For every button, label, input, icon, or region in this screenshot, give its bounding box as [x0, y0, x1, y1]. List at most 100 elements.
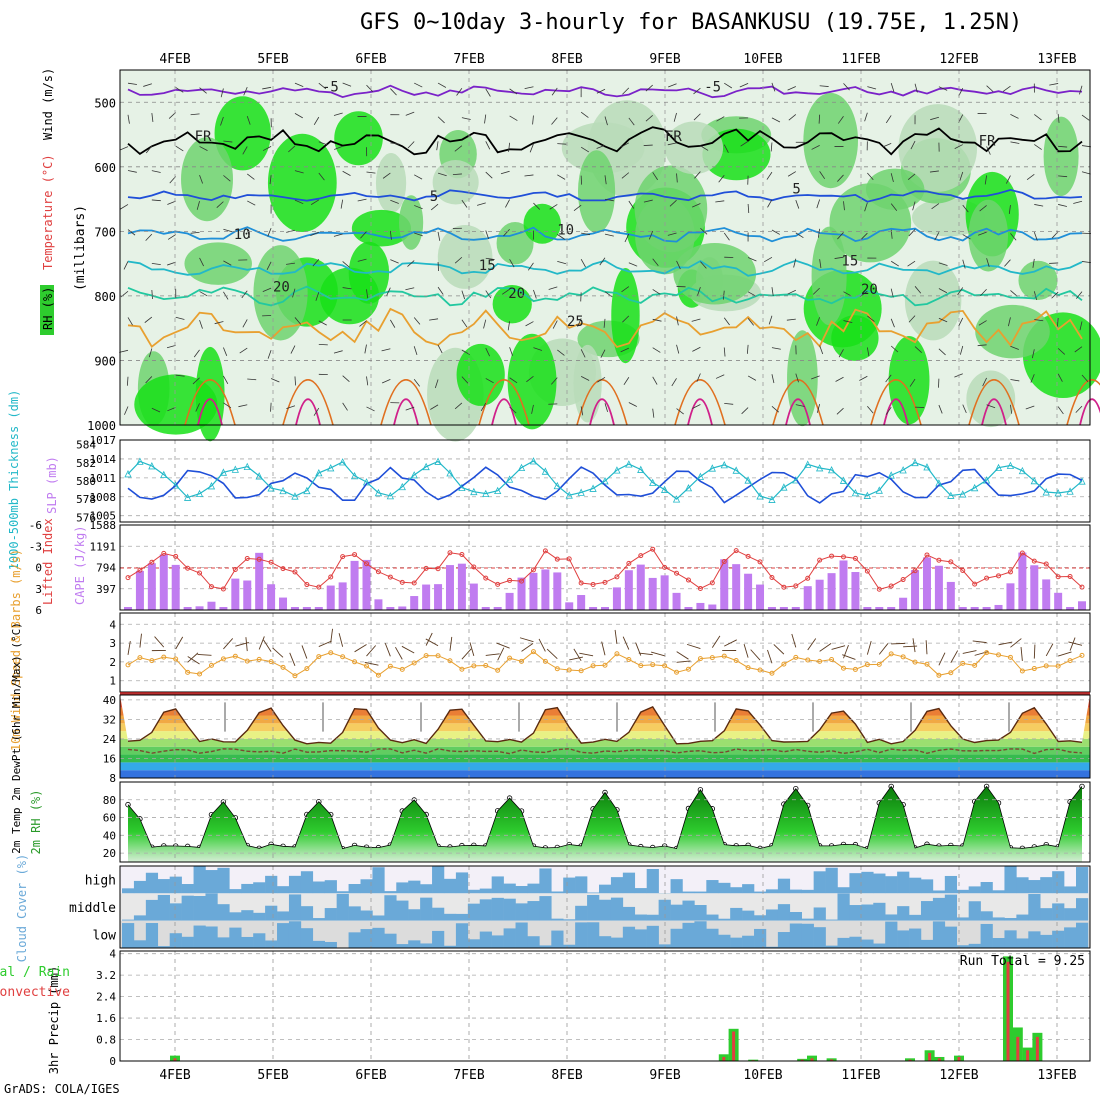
- cloud-cover-bar: [658, 899, 671, 921]
- wind-barb: [390, 319, 396, 328]
- wind-barb: [262, 287, 272, 292]
- wind-barb: [580, 349, 586, 358]
- thickness-marker: [744, 476, 752, 484]
- wind-barb: [722, 290, 725, 300]
- cross-frame: [119, 69, 1091, 426]
- wind-label: Wind (m/s): [41, 68, 55, 140]
- wind-barb: [909, 378, 916, 387]
- precip-convective-bar: [1006, 961, 1010, 1061]
- cloud-cover-bar: [885, 921, 898, 948]
- cloud-cover-bar: [861, 871, 874, 894]
- rh-ytick: 40: [103, 829, 116, 842]
- cape-bar: [195, 606, 204, 610]
- cloud-cover-bar: [312, 940, 325, 948]
- cloud-cover-bar: [277, 886, 290, 894]
- cloud-cover-bar: [527, 901, 540, 921]
- wind-barb: [1079, 85, 1083, 95]
- wind-barb: [315, 292, 320, 301]
- cloud-cover-bar: [646, 868, 659, 894]
- cape-bar: [374, 599, 383, 610]
- cape-bar: [541, 569, 550, 610]
- lifted-index-marker: [173, 553, 179, 559]
- wind-barb: [938, 348, 946, 356]
- wind10m-marker: [781, 661, 787, 667]
- wind-barb: [485, 141, 491, 150]
- wind10m-barb: [750, 649, 761, 661]
- wind-barb: [596, 88, 606, 94]
- cloud-cover-bar: [849, 905, 862, 921]
- lifted-index-marker: [745, 553, 751, 559]
- lifted-index-marker: [387, 574, 393, 580]
- wind-barb: [190, 231, 200, 234]
- cloud-cover-bar: [1064, 908, 1077, 921]
- temperature-contour-30: [968, 379, 1020, 426]
- rh-shade: [456, 343, 505, 406]
- wind10m-label: 10m Wind Speed & Barbs (m/s): [9, 549, 23, 751]
- wind-barb: [747, 375, 757, 381]
- thickness-marker: [398, 482, 406, 491]
- cloud-cover-bar: [241, 910, 254, 921]
- wind-barb: [747, 318, 754, 326]
- cloud-cover-bar: [467, 903, 481, 921]
- lifted-index-marker: [328, 574, 334, 580]
- wind-barb: [557, 234, 566, 240]
- wind-barb: [697, 287, 701, 296]
- cloud-cover-bar: [932, 897, 946, 921]
- wind-barb: [867, 405, 874, 414]
- cloud-cover-bar: [682, 891, 695, 894]
- cloud-cover-bar: [253, 882, 266, 894]
- cloud-cover-bar: [765, 909, 779, 921]
- thickness-marker: [124, 470, 132, 478]
- wind-barb: [199, 146, 208, 151]
- cape-bar: [839, 560, 848, 610]
- thickness-marker: [529, 457, 538, 465]
- cape-bar: [648, 577, 657, 610]
- thickness-marker: [303, 486, 311, 495]
- cloud-cover-bar: [420, 943, 433, 948]
- lifted-index-marker: [471, 564, 477, 570]
- wind10m-barb: [425, 638, 439, 647]
- lifted-index-marker: [960, 567, 966, 573]
- cape-bar: [720, 559, 729, 610]
- precip-panel: 0 0.8 1.6 2.4 3.2 4 Run Total = 9.25 3hr Precip…: [0, 948, 1091, 1083]
- wind-barb: [787, 171, 797, 177]
- cloud-cover-bar: [909, 914, 922, 921]
- wind-barb: [247, 173, 255, 180]
- wind-barb: [390, 88, 397, 96]
- wind-barb: [288, 145, 296, 153]
- rh-shade: [334, 111, 383, 166]
- wind-barb: [676, 173, 678, 183]
- wind-barb: [127, 317, 133, 326]
- temp-color-band: [120, 762, 1090, 771]
- wind10m-marker: [447, 658, 453, 664]
- wind-barb: [145, 145, 153, 154]
- wind10m-marker: [375, 672, 381, 678]
- cloud-cover-bar: [396, 882, 409, 894]
- cloud-cover-bar: [348, 884, 361, 894]
- rh-shade: [611, 267, 640, 364]
- cape-bar: [457, 563, 466, 610]
- cloud-cover-bar: [169, 903, 182, 921]
- cape-bar: [1066, 607, 1075, 610]
- bottom-xtick-label: 7FEB: [453, 1068, 484, 1083]
- wind10m-barb: [831, 645, 846, 650]
- contour-label: 5: [430, 189, 438, 205]
- wind-barb: [437, 116, 445, 124]
- wind-barb: [938, 317, 948, 323]
- wind-barb: [723, 232, 730, 241]
- wind-barb: [723, 144, 729, 153]
- rh-shade: [664, 121, 724, 175]
- wind-barb: [836, 407, 844, 415]
- wind-barb: [461, 349, 470, 355]
- wind-barb: [270, 402, 272, 412]
- wind-barb: [676, 408, 684, 415]
- cloud-cover-bar: [706, 928, 719, 948]
- wind10m-barb: [878, 643, 889, 655]
- lifted-index-marker: [674, 570, 680, 576]
- wind-barb: [621, 172, 630, 179]
- cloud-cover-bar: [634, 914, 647, 921]
- wind-barb: [508, 142, 510, 152]
- temp-ytick: 16: [103, 752, 116, 765]
- wind-barb: [694, 171, 701, 179]
- wind10m-marker: [411, 660, 417, 666]
